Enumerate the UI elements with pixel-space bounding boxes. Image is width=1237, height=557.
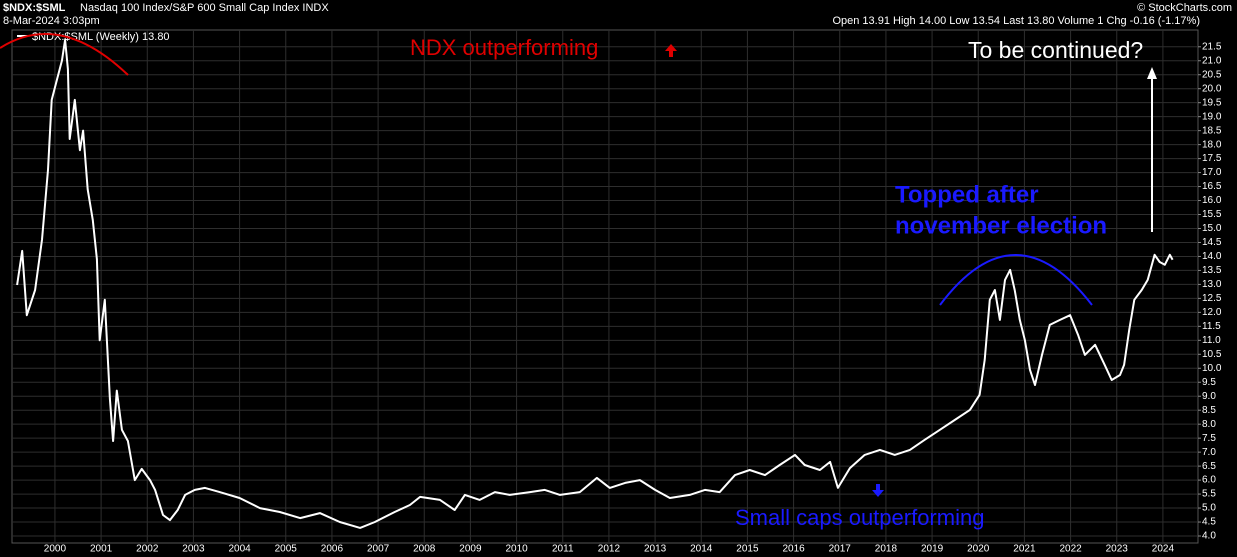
- x-tick-label: 2000: [44, 544, 67, 555]
- y-tick-label: 10.5: [1202, 349, 1222, 360]
- y-tick-label: 13.0: [1202, 279, 1222, 290]
- y-tick-label: 9.5: [1202, 377, 1216, 388]
- y-tick-label: 14.5: [1202, 237, 1222, 248]
- y-tick-label: 6.5: [1202, 461, 1216, 472]
- y-tick-label: 16.0: [1202, 195, 1222, 206]
- y-tick-label: 20.5: [1202, 69, 1222, 80]
- x-tick-label: 2007: [367, 544, 390, 555]
- y-tick-label: 8.5: [1202, 405, 1216, 416]
- plot-frame: [11, 29, 1199, 544]
- y-tick-label: 15.5: [1202, 209, 1222, 220]
- y-tick-label: 19.5: [1202, 97, 1222, 108]
- x-tick-label: 2013: [644, 544, 667, 555]
- x-tick-label: 2006: [321, 544, 344, 555]
- blue-arc: [939, 254, 1093, 306]
- quote: Open 13.91 High 14.00 Low 13.54 Last 13.…: [832, 15, 1200, 27]
- y-tick-label: 17.0: [1202, 167, 1222, 178]
- x-tick-label: 2001: [90, 544, 113, 555]
- y-tick-label: 6.0: [1202, 475, 1216, 486]
- x-tick-label: 2011: [552, 544, 574, 555]
- x-tick-label: 2022: [1059, 544, 1082, 555]
- y-tick-label: 19.0: [1202, 111, 1222, 122]
- y-tick-label: 11.5: [1202, 321, 1221, 332]
- y-tick-label: 8.0: [1202, 419, 1216, 430]
- red-arrow: [665, 44, 677, 57]
- grid: 4.0 4.5 5.0 5.5 6.0 6.5 7.0 7.5 8.0 8.5 9.0 9.5 10.0…: [12, 30, 1222, 555]
- chart-title: $NDX:$SML: [3, 2, 66, 14]
- y-tick-label: 18.0: [1202, 139, 1222, 150]
- y-tick-label: 5.5: [1202, 489, 1216, 500]
- annotation: Small caps outperforming: [735, 505, 984, 530]
- y-tick-label: 14.0: [1202, 251, 1222, 262]
- y-tick-label: 12.5: [1202, 293, 1222, 304]
- y-tick-label: 15.0: [1202, 223, 1222, 234]
- y-tick-label: 18.5: [1202, 125, 1222, 136]
- x-tick-label: 2012: [598, 544, 621, 555]
- chart-date: 8-Mar-2024 3:03pm: [3, 15, 100, 27]
- y-tick-label: 5.0: [1202, 503, 1216, 514]
- annotation: november election: [895, 212, 1107, 239]
- x-tick-label: 2015: [736, 544, 759, 555]
- y-tick-label: 10.0: [1202, 363, 1222, 374]
- x-tick-label: 2017: [829, 544, 852, 555]
- x-tick-label: 2003: [182, 544, 205, 555]
- white-arrow-head: [1147, 67, 1157, 79]
- x-tick-label: 2020: [967, 544, 990, 555]
- x-tick-label: 2002: [136, 544, 159, 555]
- y-tick-label: 7.5: [1202, 433, 1216, 444]
- annotation: Topped after: [895, 181, 1039, 208]
- x-tick-label: 2008: [413, 544, 436, 555]
- y-tick-label: 13.5: [1202, 265, 1222, 276]
- red-arc: [0, 33, 129, 76]
- y-tick-label: 11.0: [1202, 335, 1221, 346]
- y-tick-label: 17.5: [1202, 153, 1222, 164]
- y-tick-label: 9.0: [1202, 391, 1216, 402]
- x-tick-label: 2010: [505, 544, 528, 555]
- y-tick-label: 21.5: [1202, 41, 1222, 52]
- price-line: [16, 38, 1174, 529]
- x-tick-label: 2019: [921, 544, 944, 555]
- x-tick-label: 2024: [1152, 544, 1175, 555]
- series: [16, 38, 1174, 529]
- y-tick-label: 7.0: [1202, 447, 1216, 458]
- y-tick-label: 20.0: [1202, 83, 1222, 94]
- y-tick-label: 4.5: [1202, 517, 1216, 528]
- legend-label: $NDX:$SML (Weekly) 13.80: [32, 31, 170, 43]
- x-tick-label: 2004: [228, 544, 251, 555]
- annotation: NDX outperforming: [410, 35, 598, 60]
- x-tick-label: 2014: [690, 544, 713, 555]
- x-tick-label: 2016: [782, 544, 805, 555]
- annotation: To be continued?: [968, 37, 1143, 63]
- y-tick-label: 21.0: [1202, 55, 1222, 66]
- x-tick-label: 2021: [1013, 544, 1036, 555]
- x-tick-label: 2018: [875, 544, 898, 555]
- y-tick-label: 4.0: [1202, 531, 1216, 542]
- x-tick-label: 2009: [459, 544, 482, 555]
- source: © StockCharts.com: [1137, 2, 1232, 14]
- y-tick-label: 12.0: [1202, 307, 1222, 318]
- x-tick-label: 2023: [1106, 544, 1129, 555]
- x-tick-label: 2005: [275, 544, 298, 555]
- blue-arrow: [872, 484, 884, 497]
- annotations: NDX outperforming Small caps outperformin…: [410, 35, 1143, 530]
- chart-subtitle: Nasdaq 100 Index/S&P 600 Small Cap Index…: [80, 2, 329, 14]
- y-tick-label: 16.5: [1202, 181, 1222, 192]
